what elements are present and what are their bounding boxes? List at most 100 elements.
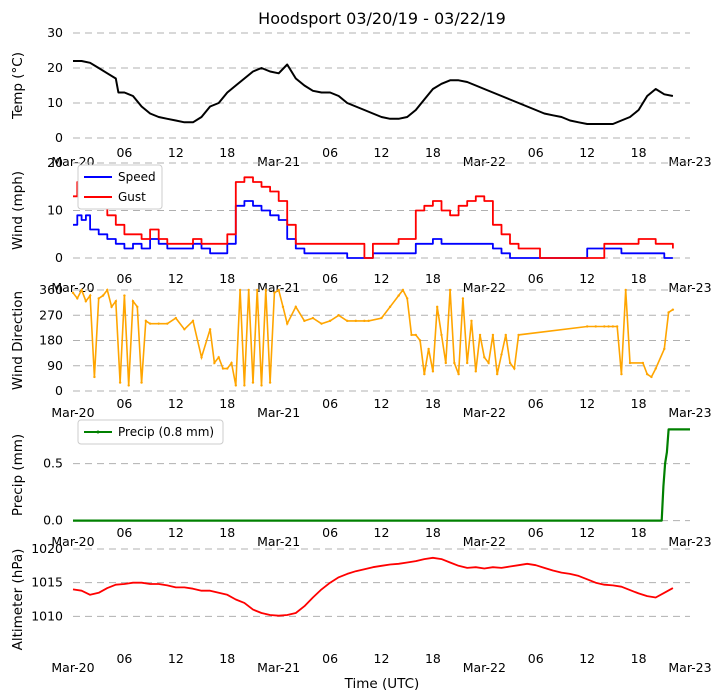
point-direction (406, 297, 409, 300)
wind-xtick-label: 06 (528, 271, 544, 286)
point-direction (427, 347, 430, 351)
point-direction (277, 288, 280, 292)
point-direction (101, 294, 105, 297)
panel-wind: 0 10 20 Wind (mph) Mar-20 06 12 18 Mar-21 06 12 18 M… (10, 155, 712, 295)
temp-xtick-label: Mar-23 (668, 154, 711, 169)
temp-xtick-label: 06 (322, 145, 338, 160)
point-direction (388, 305, 392, 309)
point-direction (504, 333, 507, 337)
point-direction (84, 300, 88, 303)
point-direction (243, 384, 246, 387)
altimeter-ytick-label: 1015 (31, 575, 63, 590)
point-direction (513, 367, 516, 370)
point-direction (200, 356, 203, 359)
point-direction (114, 300, 118, 303)
direction-xtick-label: Mar-23 (668, 405, 711, 420)
point-direction (140, 381, 143, 384)
wind-xtick-label: Mar-22 (463, 280, 506, 295)
point-direction (226, 367, 229, 370)
panel-precip: 0.0 0.5 Precip (mm) Mar-20 06 12 18 Mar-21 06 12 1… (10, 419, 712, 549)
precip-xtick-label: 06 (528, 525, 544, 540)
temp-ytick-label: 0 (55, 130, 63, 145)
point-direction (136, 305, 139, 309)
altimeter-xtick-label: Mar-22 (463, 660, 506, 675)
x-axis-label: Time (UTC) (344, 676, 420, 692)
point-direction (260, 384, 263, 387)
panel-direction: 0 90 180 270 360 Wind Direction Mar-20 06 12 18 Ma… (10, 282, 712, 420)
precip-xtick-label: 18 (219, 525, 235, 540)
point-direction (191, 319, 195, 323)
precip-ytick-label: 0.0 (43, 513, 63, 528)
temp-xtick-label: 12 (374, 145, 390, 160)
temp-xtick-label: 06 (116, 145, 132, 160)
altimeter-ytick-label: 1010 (31, 608, 63, 623)
wind-ytick-label: 10 (47, 203, 63, 218)
altimeter-xtick-label: 06 (116, 651, 132, 666)
wind-xtick-label: 18 (425, 271, 441, 286)
point-direction (654, 367, 657, 370)
wind-xtick-label: 06 (116, 271, 132, 286)
direction-ytick-label: 0 (55, 383, 63, 398)
point-direction (166, 322, 169, 325)
point-direction (110, 305, 113, 309)
point-direction (281, 305, 285, 309)
series-precip-precip-0-8-mm- (73, 428, 690, 522)
temp-xtick-label: 06 (528, 145, 544, 160)
point-direction (641, 361, 645, 365)
point-direction (620, 372, 623, 376)
direction-xtick-label: 12 (374, 396, 390, 411)
point-direction (71, 291, 75, 295)
point-direction (397, 294, 400, 297)
point-direction (650, 375, 653, 379)
direction-xtick-label: 12 (168, 396, 184, 411)
point-direction (268, 381, 272, 384)
point-direction (667, 311, 670, 314)
precip-legend-marker (96, 430, 100, 434)
point-direction (483, 356, 486, 359)
point-direction (624, 288, 627, 292)
point-direction (401, 288, 405, 292)
wind-ytick-label: 20 (47, 155, 63, 170)
point-direction (474, 370, 477, 373)
wind-xtick-label: 18 (631, 271, 647, 286)
point-direction (607, 325, 610, 328)
point-direction (183, 328, 186, 331)
precip-xtick-label: Mar-20 (51, 534, 94, 549)
direction-xtick-label: 12 (579, 396, 595, 411)
series-wind-gust (73, 176, 674, 259)
temp-ytick-label: 10 (47, 95, 63, 110)
point-direction (423, 372, 426, 376)
direction-xtick-label: Mar-21 (257, 405, 300, 420)
temp-ytick-label: 20 (47, 60, 63, 75)
point-direction (148, 322, 152, 325)
point-direction (144, 319, 148, 323)
point-direction (594, 325, 597, 328)
point-direction (585, 325, 589, 328)
wind-xtick-label: 12 (579, 271, 595, 286)
wind-legend-label: Gust (118, 190, 146, 204)
wind-xtick-label: 18 (219, 271, 235, 286)
point-direction (478, 333, 482, 337)
point-direction (311, 316, 315, 320)
point-direction (221, 367, 225, 370)
point-direction (127, 384, 130, 387)
wind-xtick-label: 06 (322, 271, 338, 286)
point-direction (663, 347, 666, 351)
direction-xtick-label: 18 (219, 396, 235, 411)
point-direction (294, 305, 298, 309)
point-direction (508, 361, 512, 365)
point-direction (234, 384, 238, 387)
point-direction (448, 288, 452, 292)
wind-xtick-label: Mar-20 (51, 280, 94, 295)
precip-legend-box (77, 419, 224, 445)
point-direction (611, 325, 615, 328)
altimeter-xtick-label: 12 (579, 651, 595, 666)
point-direction (444, 361, 447, 365)
altimeter-xtick-label: Mar-23 (668, 660, 711, 675)
altimeter-xtick-label: 12 (374, 651, 390, 666)
point-direction (470, 319, 473, 323)
point-direction (286, 322, 289, 325)
precip-ytick-label: 0.5 (43, 456, 63, 471)
point-direction (487, 361, 490, 365)
